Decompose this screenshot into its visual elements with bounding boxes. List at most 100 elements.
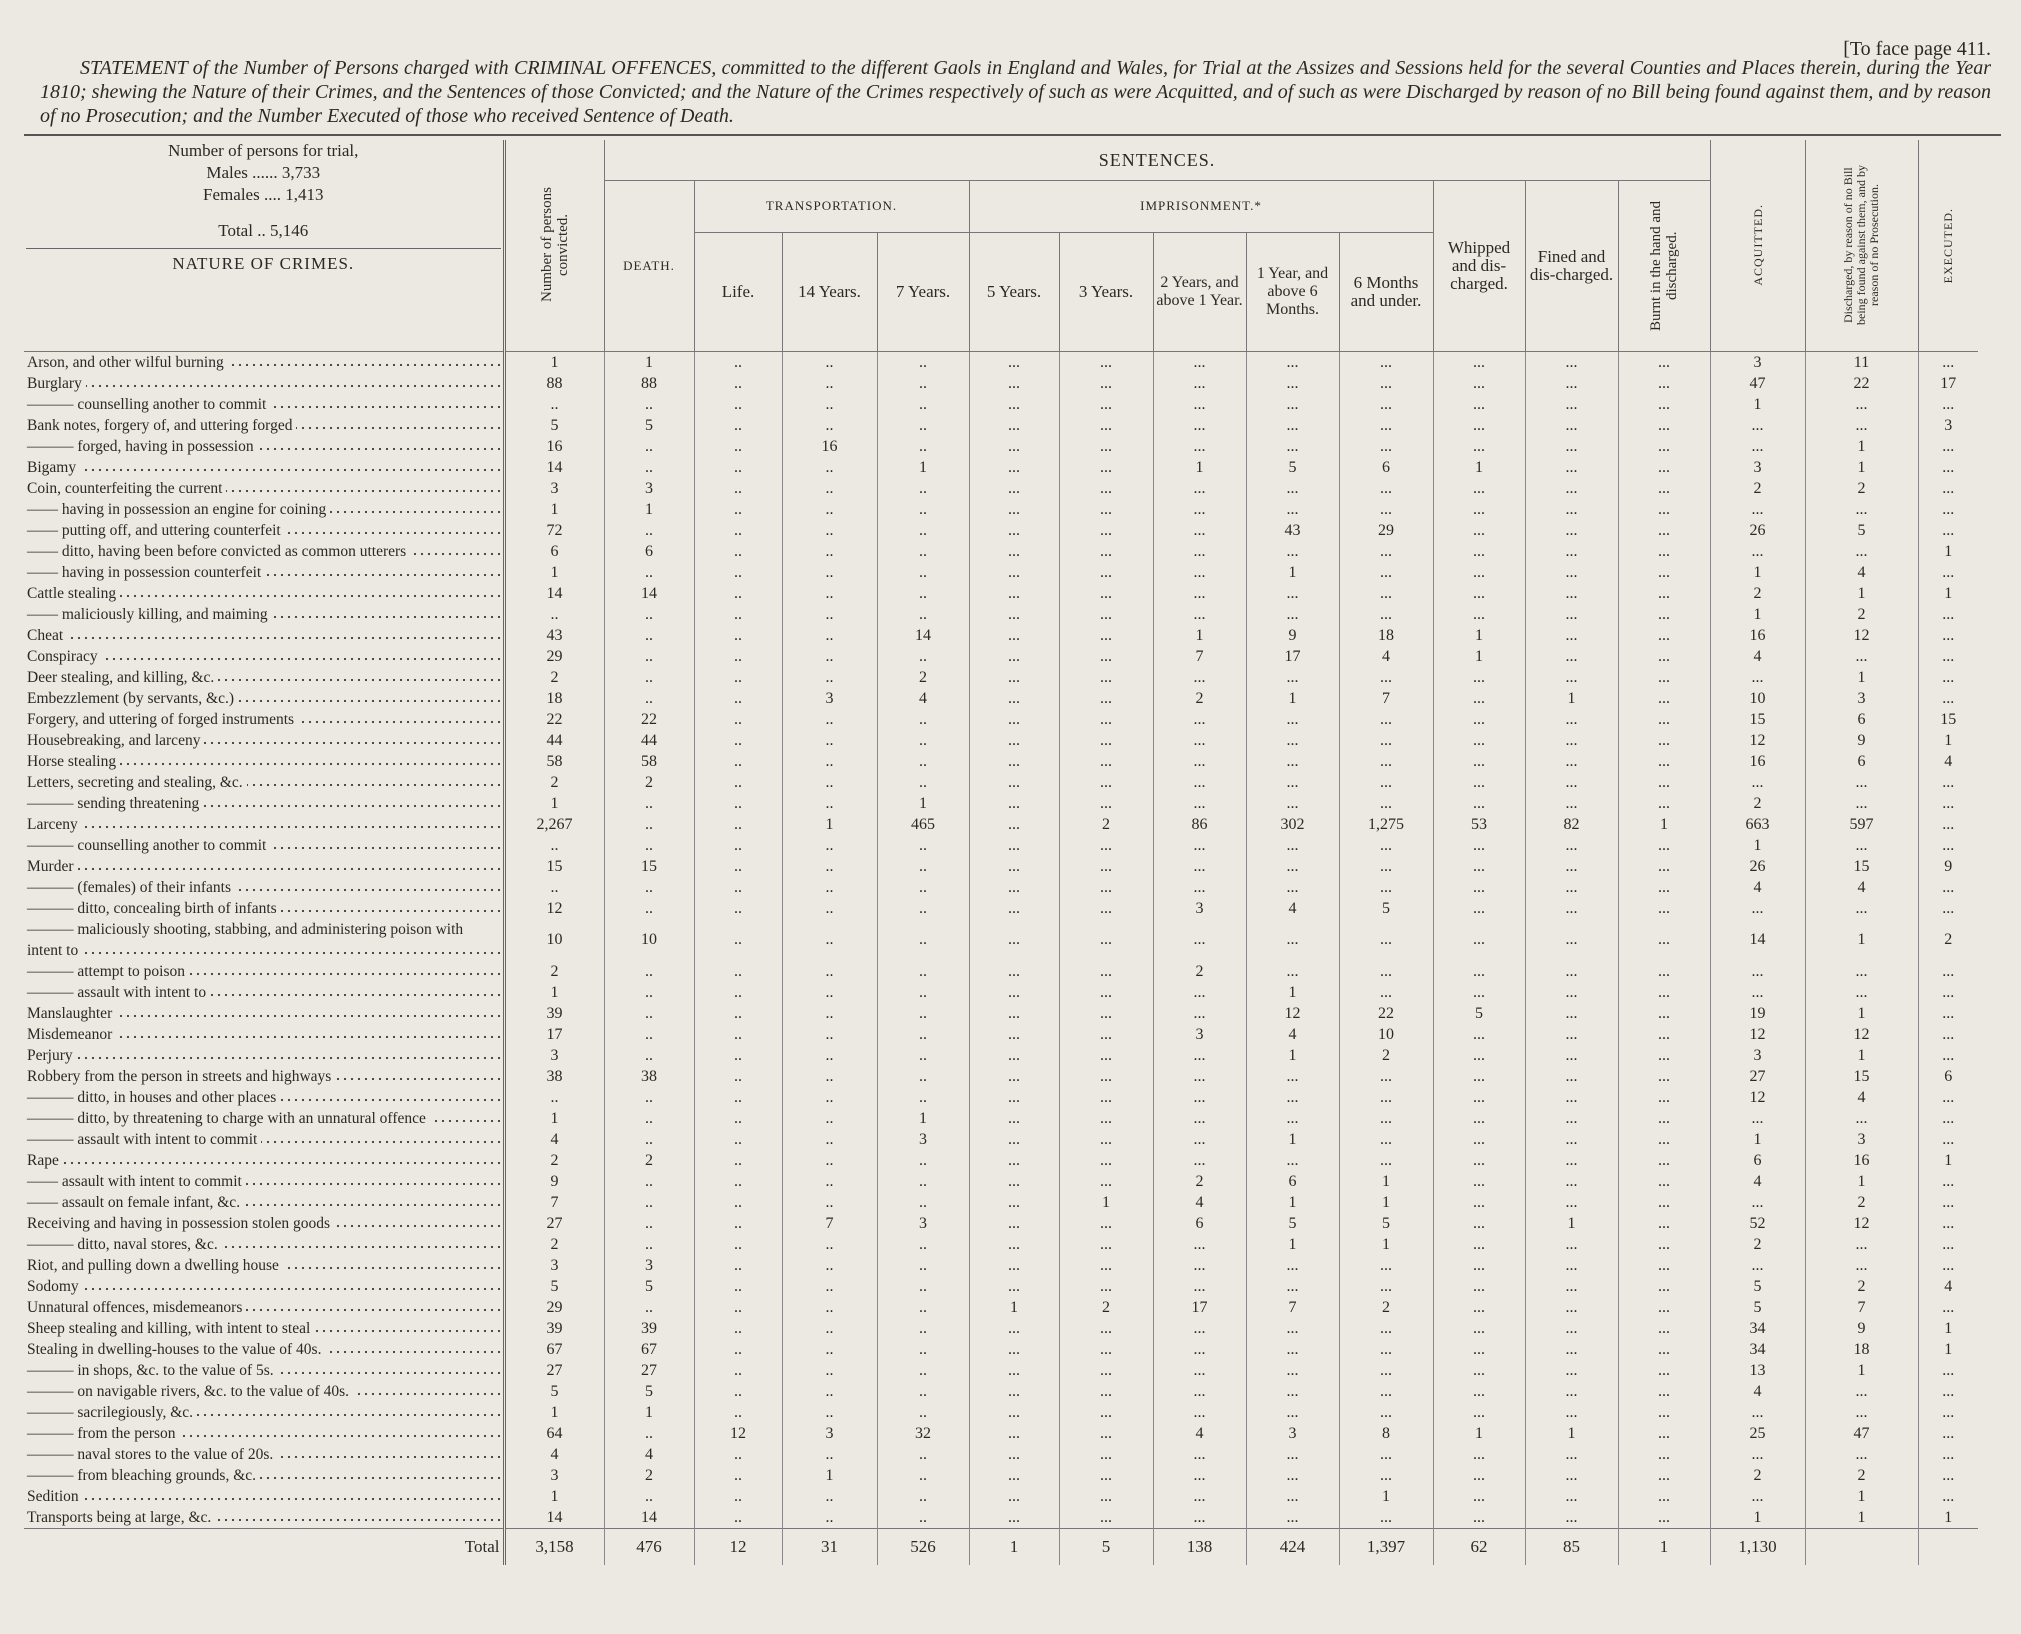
column-group-header: SENTENCES. — [603, 140, 1710, 181]
crime-cell: ——— ditto, naval stores, &c. — [24, 1233, 506, 1255]
table-cell: .. — [693, 666, 782, 688]
table-cell: .. — [781, 1149, 877, 1171]
table-cell: ... — [968, 351, 1059, 373]
table-cell: ... — [1058, 1422, 1153, 1444]
table-row: ——— forged, having in possession 16.... 16… — [24, 435, 1978, 457]
table-cell: ... — [1058, 498, 1153, 520]
column-header: 2 Years, and above 1 Year. — [1152, 232, 1246, 352]
table-cell: ... — [1524, 1128, 1618, 1150]
table-cell: 1 — [1917, 1506, 1978, 1528]
table-cell: 26 — [1709, 855, 1805, 877]
table-cell: ... — [1338, 1149, 1433, 1171]
table-cell: .. — [693, 771, 782, 793]
table-row: Perjury 3................. 1 2......... 3 1..… — [24, 1044, 1978, 1066]
summary: Number of persons for trial, Males .....… — [24, 140, 506, 352]
table-cell: 1 — [876, 456, 969, 478]
table-cell: .. — [781, 561, 877, 583]
table-cell: .. — [603, 876, 694, 898]
table-cell: ... — [1917, 1380, 1978, 1402]
table-cell: ... — [1917, 834, 1978, 856]
table-cell: 16 — [503, 435, 604, 457]
table-cell: 4 — [1245, 1023, 1339, 1045]
table-cell: ... — [1338, 834, 1433, 856]
table-cell: ... — [1058, 792, 1153, 814]
total-label: Total — [24, 1527, 506, 1565]
table-cell: 5 — [1709, 1296, 1805, 1318]
table-cell: 1 — [1338, 1233, 1433, 1255]
table-cell: ... — [1432, 729, 1525, 751]
table-cell: ... — [1432, 561, 1525, 583]
table-row: Manslaughter 39................. 12 22 5....… — [24, 1002, 1978, 1024]
table-cell: 4 — [1804, 876, 1918, 898]
table-cell: 4 — [1804, 561, 1918, 583]
table-row: ——— sending threatening 1...... 1.........… — [24, 792, 1978, 814]
table-cell: ... — [1432, 1464, 1525, 1486]
table-cell: 4 — [1709, 1380, 1805, 1402]
table-cell: .. — [876, 1086, 969, 1108]
table-row: Arson, and other wilful burning 1 1.......… — [24, 351, 1978, 373]
table-cell: .. — [876, 771, 969, 793]
table-cell: ... — [1917, 624, 1978, 646]
table-cell: ... — [1152, 435, 1246, 457]
table-cell: .. — [781, 855, 877, 877]
table-cell: ... — [1709, 414, 1805, 436]
table-cell: ... — [1524, 750, 1618, 772]
table-cell: ... — [1917, 981, 1978, 1003]
table-cell: 1 — [1245, 561, 1339, 583]
table-cell: .. — [876, 351, 969, 373]
table-cell: ... — [1432, 1254, 1525, 1276]
header-text: Burnt in the hand and discharged. — [1648, 200, 1680, 331]
table-cell: ... — [1524, 498, 1618, 520]
table-cell: .. — [693, 582, 782, 604]
table-cell: ... — [968, 1191, 1059, 1213]
table-cell: 19 — [1709, 1002, 1805, 1024]
table-cell: 4 — [1245, 897, 1339, 919]
table-cell: 7 — [1152, 645, 1246, 667]
table-row: —— having in possession an engine for co… — [24, 498, 1978, 520]
summary-males: Males ...... 3,733 — [206, 163, 321, 182]
table-cell: ... — [1617, 1380, 1710, 1402]
table-cell: .. — [603, 645, 694, 667]
table-cell: 4 — [1917, 1275, 1978, 1297]
table-cell: ... — [1917, 1422, 1978, 1444]
crime-cell: ——— (females) of their infants — [24, 876, 506, 898]
table-cell: ... — [1058, 1359, 1153, 1381]
table-cell: 5 — [503, 1275, 604, 1297]
table-cell: 1 — [876, 1107, 969, 1129]
crime-label: Robbery from the person in streets and h… — [27, 1067, 336, 1085]
header-text: Number of persons convicted. — [538, 187, 571, 303]
table-cell: 4 — [1709, 876, 1805, 898]
table-cell: ... — [1524, 960, 1618, 982]
column-header: EXECUTED. — [1917, 140, 1978, 352]
table-cell: .. — [876, 1233, 969, 1255]
table-cell: .. — [503, 1086, 604, 1108]
table-cell: ... — [1152, 666, 1246, 688]
table-cell: 18 — [503, 687, 604, 709]
table-cell: 2 — [503, 771, 604, 793]
table-cell: 18 — [1338, 624, 1433, 646]
table-cell: ... — [1152, 1254, 1246, 1276]
table-cell: 7 — [1804, 1296, 1918, 1318]
table-row: —— putting off, and uttering counterfeit… — [24, 519, 1978, 541]
table-cell: .. — [693, 1212, 782, 1234]
table-cell: ... — [1917, 1212, 1978, 1234]
crime-cell: Misdemeanor — [24, 1023, 506, 1045]
table-row: ——— assault with intent to 1.............… — [24, 981, 1978, 1003]
table-cell: 1 — [1804, 666, 1918, 688]
table-cell: 27 — [503, 1359, 604, 1381]
crime-cell: Receiving and having in possession stole… — [24, 1212, 506, 1234]
table-cell: 58 — [503, 750, 604, 772]
table-cell: .. — [876, 540, 969, 562]
table-cell: ... — [968, 456, 1059, 478]
table-cell: ... — [1524, 1338, 1618, 1360]
crime-label: ——— ditto, by threatening to charge with… — [27, 1109, 430, 1127]
table-cell: ... — [1617, 1044, 1710, 1066]
table-cell: .. — [781, 1296, 877, 1318]
table-cell: 1 — [1432, 645, 1525, 667]
table-cell: 1 — [1804, 1170, 1918, 1192]
table-cell: ... — [1152, 918, 1246, 961]
column-header: DEATH. — [603, 180, 694, 352]
table-cell: 1 — [1058, 1191, 1153, 1213]
table-cell: ... — [1152, 1128, 1246, 1150]
table-cell: .. — [693, 1380, 782, 1402]
